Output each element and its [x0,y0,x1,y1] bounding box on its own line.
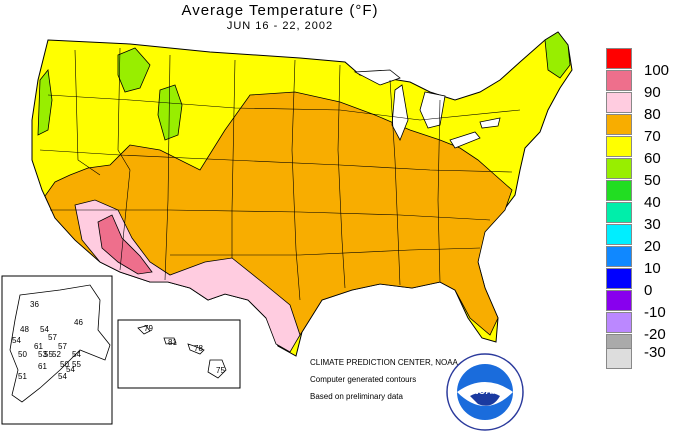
legend-swatch [606,202,632,223]
legend-swatch [606,268,632,289]
temp-region-80s [74,199,301,353]
alaska-station-value: 57 [58,342,67,351]
legend-label: 70 [644,128,661,145]
temp-region-90s [97,214,153,275]
alaska-inset [1,275,113,425]
legend-label: 100 [644,62,670,79]
alaska-station-value: 54 [40,325,49,334]
legend-label: 10 [644,260,661,277]
hawaii-station-value: 78 [194,344,203,353]
legend-swatch [606,246,632,267]
legend-swatch [606,92,632,113]
alaska-station-value: 46 [74,318,83,327]
alaska-station-value: 51 [18,372,27,381]
map-title: Average Temperature (°F) [181,2,379,19]
state-boundaries [39,47,521,301]
noaa-logo-text: NOAA [472,386,499,396]
legend-label: 80 [644,106,661,123]
legend-label: 60 [644,150,661,167]
alaska-station-value: 55 [44,350,53,359]
temp-region-50s-rockies [117,47,151,93]
alaska-station-value: 61 [38,362,47,371]
legend-swatch [606,48,632,69]
us-temperature-map [1,31,573,431]
credit-line-data: Based on preliminary data [310,392,403,401]
alaska-station-value: 54 [12,336,21,345]
alaska-station-value: 55 [72,360,81,369]
legend-label: -10 [644,304,666,321]
legend-label: 0 [644,282,653,299]
legend-swatch [606,224,632,245]
alaska-station-value: 36 [30,300,39,309]
map-subtitle: JUN 16 - 22, 2002 [226,20,334,32]
alaska-station-value: 61 [34,342,43,351]
alaska-station-value: 54 [72,350,81,359]
hawaii-inset [117,319,241,389]
legend-label: 40 [644,194,661,211]
legend-label: 50 [644,172,661,189]
hawaii-station-value: 79 [144,324,153,333]
legend-swatch [606,348,632,369]
credit-center: CLIMATE PREDICTION CENTER, NOAA [310,358,458,367]
legend-swatch [606,158,632,179]
legend-swatch [606,70,632,91]
legend-label: 20 [644,238,661,255]
legend-swatch [606,180,632,201]
alaska-station-value: 52 [52,350,61,359]
legend-label: -20 [644,326,666,343]
great-lakes [353,69,501,149]
hawaii-station-value: 75 [216,366,225,375]
legend-swatch [606,114,632,135]
alaska-station-value: 54 [58,372,67,381]
alaska-station-value: 50 [18,350,27,359]
alaska-station-value: 53 [38,350,47,359]
alaska-station-value: 57 [48,333,57,342]
hawaii-station-value: 81 [168,338,177,347]
legend-swatch [606,312,632,333]
legend-label: 30 [644,216,661,233]
temp-region-50s-coast [37,69,53,136]
alaska-station-value: 48 [20,325,29,334]
temp-region-50s-maine [544,31,571,79]
alaska-outline [9,284,111,403]
alaska-station-value: 50 [60,360,69,369]
credit-line-contours: Computer generated contours [310,375,417,384]
legend-swatch [606,290,632,311]
noaa-logo [446,353,524,431]
legend-swatch [606,136,632,157]
alaska-station-value: 54 [66,365,75,374]
hawaii-islands [137,325,227,379]
legend-label: -30 [644,344,666,361]
temp-region-50s-wyoming [157,84,183,141]
legend-label: 90 [644,84,661,101]
